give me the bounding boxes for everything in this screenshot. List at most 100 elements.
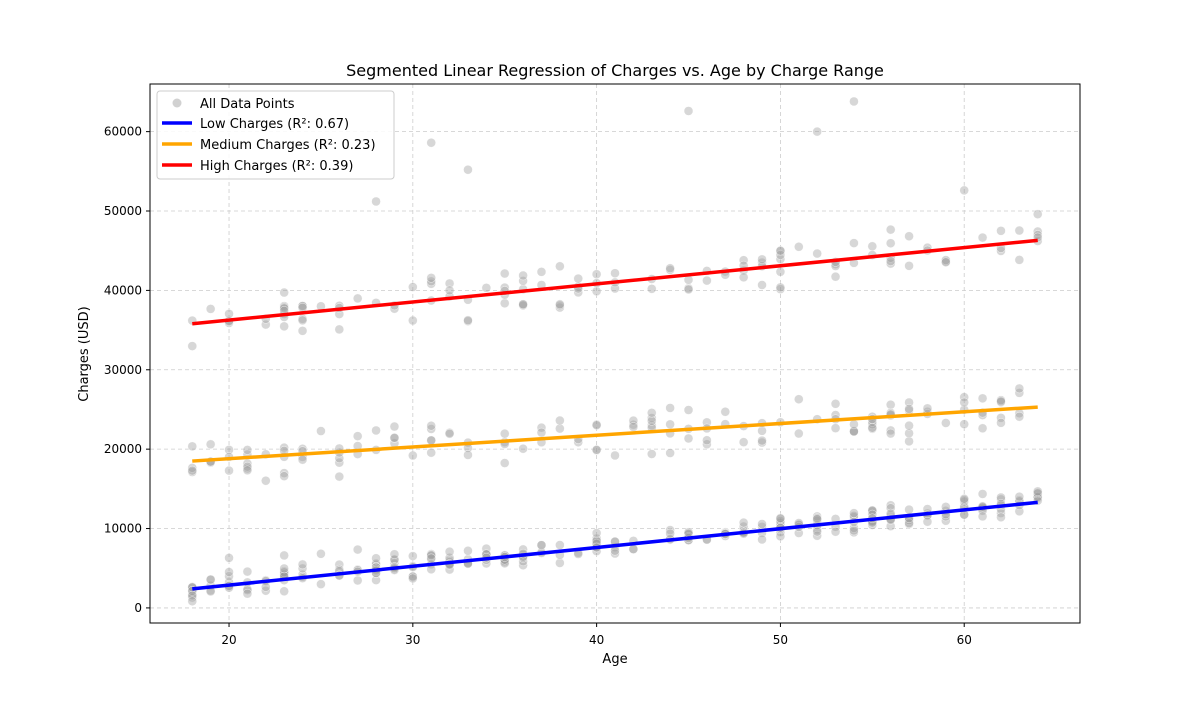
scatter-point <box>885 425 896 436</box>
scatter-point <box>628 544 639 554</box>
scatter-point <box>334 559 345 570</box>
scatter-point <box>812 126 822 137</box>
scatter-point <box>279 303 289 314</box>
y-tick-label: 30000 <box>104 363 142 377</box>
scatter-point <box>279 287 289 298</box>
scatter-point <box>316 426 326 436</box>
scatter-point <box>683 433 694 444</box>
scatter-point <box>224 465 234 476</box>
scatter-point <box>941 516 951 526</box>
scatter-point <box>812 248 822 259</box>
scatter-point <box>426 138 436 148</box>
scatter-point <box>996 396 1006 407</box>
scatter-point <box>371 425 381 436</box>
x-tick-label: 40 <box>589 633 604 647</box>
scatter-point <box>261 476 271 486</box>
scatter-point <box>904 404 914 414</box>
x-tick-label: 60 <box>957 633 972 647</box>
scatter-point <box>1033 486 1043 497</box>
y-tick-label: 50000 <box>104 204 142 218</box>
scatter-point <box>794 394 804 404</box>
scatter-point <box>702 439 712 449</box>
scatter-point <box>297 315 308 326</box>
y-tick-label: 60000 <box>104 125 142 139</box>
scatter-point <box>444 546 455 557</box>
scatter-point <box>279 442 289 453</box>
scatter-point <box>812 514 822 524</box>
scatter-point <box>867 419 878 430</box>
scatter-point <box>261 586 271 596</box>
scatter-point <box>444 564 455 575</box>
scatter-point <box>279 471 289 481</box>
scatter-point <box>812 531 822 541</box>
scatter-point <box>297 563 308 574</box>
scatter-point <box>371 575 381 585</box>
scatter-point <box>647 449 657 459</box>
scatter-point <box>867 505 878 516</box>
scatter-point <box>591 286 602 296</box>
scatter-point <box>536 427 547 438</box>
scatter-point <box>518 444 528 454</box>
scatter-point <box>591 269 602 279</box>
scatter-point <box>187 467 197 477</box>
scatter-point <box>352 575 363 586</box>
scatter-point <box>1014 492 1025 502</box>
scatter-point <box>242 445 253 455</box>
y-axis-label: Charges (USD) <box>77 306 92 401</box>
scatter-point <box>555 540 565 550</box>
axis-ticks: 20 30 40 50 60 0 10000 20000 30000 40000 50000 6000… <box>104 125 972 647</box>
y-tick-label: 20000 <box>104 442 142 456</box>
scatter-point <box>1033 230 1043 240</box>
scatter-point <box>426 273 436 283</box>
scatter-point <box>187 596 197 606</box>
scatter-point <box>959 419 969 429</box>
scatter-point <box>830 399 841 409</box>
scatter-point <box>665 448 675 458</box>
scatter-point <box>518 276 528 286</box>
scatter-point <box>463 546 473 556</box>
scatter-point <box>665 419 675 430</box>
scatter-point <box>261 582 271 592</box>
scatter-point <box>996 508 1006 518</box>
scatter-point <box>775 254 786 264</box>
scatter-point <box>757 435 767 446</box>
scatter-point <box>224 571 234 581</box>
scatter-point <box>444 429 455 439</box>
scatter-point <box>904 261 914 271</box>
scatter-point <box>591 445 602 455</box>
scatter-point <box>408 315 418 326</box>
scatter-point <box>352 544 363 555</box>
legend-label-high: High Charges (R²: 0.39) <box>200 159 353 174</box>
scatter-point <box>426 424 436 434</box>
scatter-point <box>316 579 326 589</box>
scatter-point <box>628 422 639 432</box>
scatter-point <box>830 423 841 433</box>
scatter-point <box>867 423 878 433</box>
scatter-point <box>591 536 602 546</box>
scatter-point <box>555 299 565 309</box>
scatter-point <box>224 567 234 577</box>
scatter-point <box>922 517 933 527</box>
scatter-point <box>941 255 951 265</box>
scatter-point <box>996 413 1006 423</box>
scatter-point <box>1014 412 1025 422</box>
scatter-point <box>757 519 767 529</box>
scatter-point <box>518 560 528 570</box>
scatter-point <box>224 445 234 455</box>
scatter-point <box>665 525 675 535</box>
scatter-point <box>279 563 289 574</box>
scatter-point <box>977 423 988 433</box>
scatter-point <box>187 590 197 601</box>
scatter-point <box>224 309 234 319</box>
scatter-point <box>738 255 749 265</box>
scatter-point <box>426 553 436 564</box>
scatter-point <box>665 528 675 539</box>
scatter-point <box>187 592 197 603</box>
scatter-point <box>849 238 859 248</box>
scatter-point <box>904 231 914 241</box>
scatter-point <box>408 282 418 292</box>
scatter-point <box>885 258 896 269</box>
scatter-point <box>205 439 216 450</box>
scatter-point <box>242 588 253 599</box>
scatter-point <box>610 548 620 559</box>
